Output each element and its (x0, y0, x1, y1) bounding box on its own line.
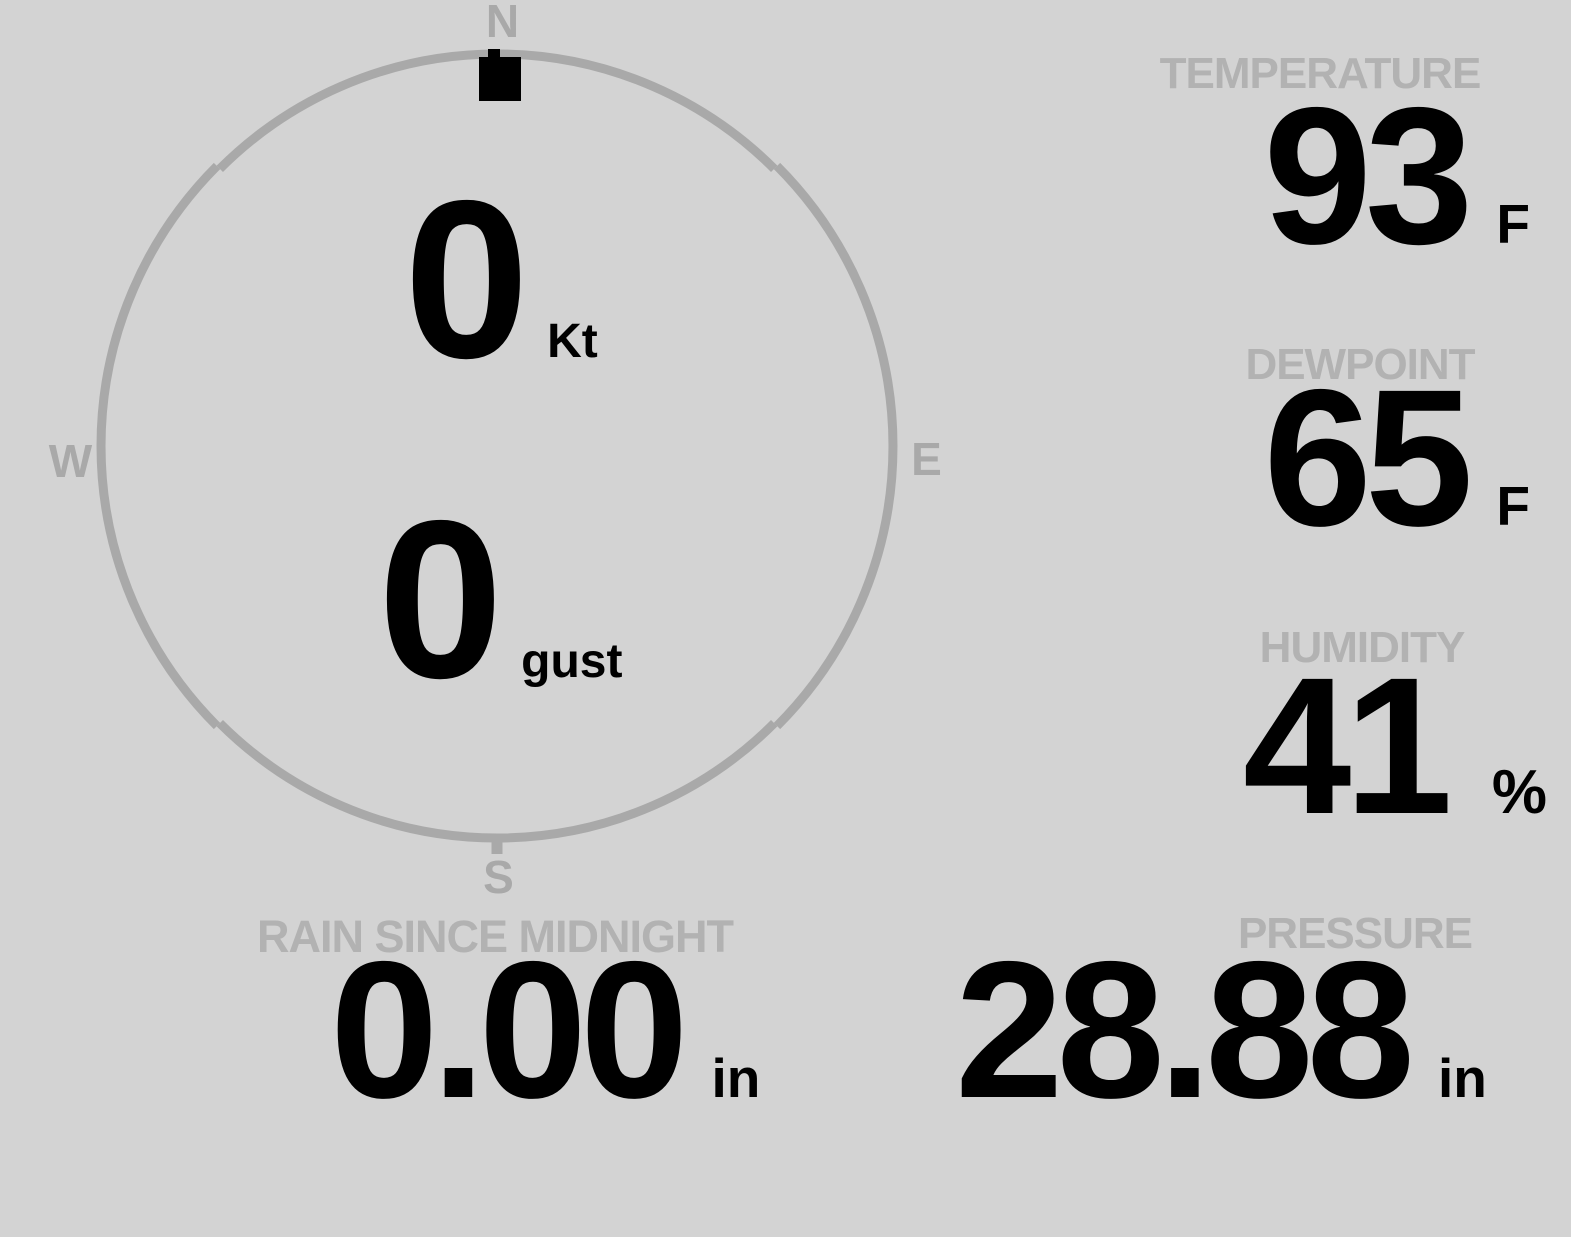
dewpoint-readout: 65 F (1263, 361, 1530, 556)
temperature-unit: F (1496, 193, 1530, 255)
compass-ring-east-arc (773, 162, 898, 730)
compass-ring-west-arc (96, 162, 221, 730)
humidity-value: 41 (1242, 637, 1453, 855)
wind-gust-readout: 0 gust (378, 487, 622, 712)
wind-speed-readout: 0 Kt (404, 167, 598, 392)
temperature-value: 93 (1263, 67, 1473, 285)
rain-since-midnight-unit: in (711, 1047, 761, 1109)
rain-since-midnight-value: 0.00 (330, 921, 689, 1139)
wind-direction-marker (479, 57, 521, 101)
compass-ring (96, 49, 898, 854)
wind-speed-value: 0 (404, 153, 529, 405)
compass-east-label: E (911, 433, 942, 485)
pressure-value: 28.88 (955, 921, 1415, 1139)
pressure-unit: in (1437, 1047, 1487, 1109)
wind-speed-unit: Kt (547, 315, 598, 368)
wind-gust-unit: gust (521, 635, 623, 688)
humidity-unit: % (1491, 758, 1547, 827)
compass-west-label: W (48, 435, 92, 487)
temperature-readout: 93 F (1263, 79, 1530, 274)
humidity-readout: 41 % (1243, 649, 1547, 844)
rain-since-midnight-readout: 0.00 in (330, 933, 760, 1128)
temperature-label: TEMPERATURE (1159, 49, 1482, 98)
compass-ring-south-arc (216, 720, 778, 843)
pressure-readout: 28.88 in (955, 933, 1487, 1128)
dewpoint-value: 65 (1263, 349, 1473, 567)
dewpoint-label: DEWPOINT (1245, 340, 1475, 389)
compass-south-label: S (483, 851, 514, 903)
compass-north-label: N (485, 0, 519, 47)
wind-gust-value: 0 (378, 473, 503, 725)
humidity-label: HUMIDITY (1259, 623, 1466, 672)
pressure-label: PRESSURE (1237, 909, 1473, 958)
compass-south-tick (491, 842, 503, 854)
rain-since-midnight-label: RAIN SINCE MIDNIGHT (257, 911, 734, 962)
dewpoint-unit: F (1496, 475, 1530, 537)
